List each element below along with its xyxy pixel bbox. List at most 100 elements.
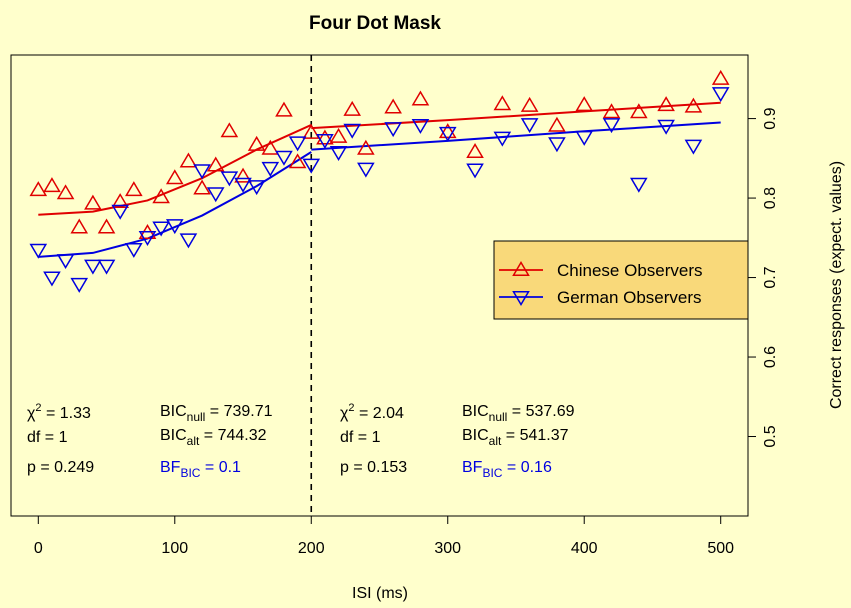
data-point-series-1: [125, 242, 143, 258]
data-point-series-1: [411, 118, 430, 134]
data-point-series-1: [329, 145, 348, 161]
data-point-series-1: [302, 158, 321, 174]
data-point-series-1: [520, 118, 539, 134]
data-point-series-0: [329, 127, 348, 143]
data-point-series-1: [97, 259, 116, 275]
data-point-series-0: [84, 194, 102, 210]
x-tick-label: 300: [434, 540, 461, 557]
data-point-series-1: [165, 219, 184, 235]
y-tick-label: 0.6: [762, 346, 779, 368]
data-point-series-1: [548, 137, 566, 153]
data-point-series-1: [43, 271, 61, 287]
data-point-series-0: [466, 142, 484, 158]
y-tick-label: 0.9: [762, 107, 779, 129]
data-point-series-1: [70, 277, 89, 293]
data-point-series-0: [602, 103, 621, 119]
data-point-series-0: [206, 156, 225, 172]
fit-line-series-0: [38, 124, 312, 216]
data-point-series-0: [493, 95, 512, 111]
bic-null-left: BICnull = 739.71: [160, 403, 273, 424]
data-point-series-1: [261, 161, 280, 177]
fit-line-series-1: [311, 121, 721, 151]
fit-line-series-1: [38, 151, 312, 258]
data-point-series-0: [357, 139, 375, 155]
data-point-series-1: [288, 136, 307, 152]
data-point-series-1: [206, 187, 225, 203]
data-point-series-0: [29, 181, 48, 197]
legend: Chinese Observers German Observers: [493, 240, 749, 320]
data-point-series-0: [70, 218, 89, 234]
data-point-series-1: [247, 180, 266, 196]
data-point-series-0: [575, 96, 594, 112]
bic-alt-left: BICalt = 744.32: [160, 427, 267, 448]
legend-box: [493, 240, 749, 320]
df-right: df = 1: [340, 429, 381, 446]
p-left: p = 0.249: [27, 459, 94, 476]
data-point-series-0: [288, 153, 307, 169]
data-point-series-1: [357, 162, 375, 178]
data-point-series-1: [84, 259, 102, 275]
bic-alt-right: BICalt = 541.37: [462, 427, 569, 448]
y-axis-label: Correct responses (expect. values): [828, 161, 845, 409]
data-point-series-1: [630, 177, 648, 193]
data-point-series-0: [234, 167, 252, 183]
y-tick-label: 0.7: [762, 266, 779, 288]
chi2-left: χ2 = 1.33: [27, 402, 91, 422]
data-points: [29, 69, 730, 293]
p-right: p = 0.153: [340, 459, 407, 476]
df-left: df = 1: [27, 429, 68, 446]
data-point-series-0: [56, 184, 75, 200]
x-tick-label: 100: [161, 540, 188, 557]
x-axis-label: ISI (ms): [352, 585, 408, 602]
data-point-series-1: [657, 119, 675, 135]
data-point-series-0: [220, 122, 239, 138]
data-point-series-0: [275, 101, 293, 117]
data-point-series-0: [152, 188, 170, 204]
data-point-series-1: [575, 130, 594, 146]
data-point-series-1: [684, 139, 703, 155]
data-point-series-1: [56, 254, 75, 270]
x-tick-label: 400: [571, 540, 598, 557]
legend-label-0: Chinese Observers: [557, 261, 703, 280]
data-point-series-0: [165, 169, 184, 185]
data-point-series-1: [193, 164, 211, 180]
data-point-series-0: [261, 139, 280, 155]
data-point-series-1: [234, 177, 252, 193]
y-axis: 0.5 0.6 0.7 0.8 0.9: [747, 107, 779, 448]
data-point-series-0: [125, 181, 143, 197]
data-point-series-0: [302, 123, 321, 139]
data-point-series-0: [520, 96, 539, 112]
data-point-series-0: [548, 116, 566, 132]
data-point-series-1: [316, 134, 334, 150]
data-point-series-0: [97, 218, 116, 234]
x-tick-label: 500: [707, 540, 734, 557]
chart-title: Four Dot Mask: [309, 13, 441, 34]
data-point-series-1: [275, 150, 293, 166]
data-point-series-0: [630, 103, 648, 119]
data-point-series-1: [493, 131, 512, 147]
data-point-series-0: [179, 152, 198, 168]
data-point-series-1: [179, 233, 198, 249]
x-axis: 0 100 200 300 400 500: [34, 515, 734, 557]
x-tick-label: 0: [34, 540, 43, 557]
data-point-series-1: [111, 204, 129, 220]
data-point-series-1: [152, 221, 170, 237]
legend-marker-0: [512, 261, 530, 276]
data-point-series-0: [384, 98, 402, 114]
stats-left: χ2 = 1.33 df = 1 p = 0.249 BICnull = 739…: [27, 402, 273, 480]
data-point-series-1: [138, 231, 157, 246]
legend-marker-1: [512, 291, 530, 306]
legend-label-1: German Observers: [557, 288, 702, 307]
data-point-series-0: [684, 97, 703, 113]
data-point-series-0: [657, 96, 675, 112]
data-point-series-1: [438, 126, 457, 142]
bf-bic-left: BFBIC = 0.1: [160, 459, 241, 480]
stats-right: χ2 = 2.04 df = 1 p = 0.153 BICnull = 537…: [340, 402, 575, 480]
data-point-series-0: [343, 100, 362, 116]
data-point-series-1: [711, 87, 730, 103]
data-point-series-1: [220, 171, 239, 187]
data-point-series-1: [466, 163, 484, 179]
data-point-series-0: [711, 69, 730, 85]
bic-null-right: BICnull = 537.69: [462, 403, 575, 424]
data-point-series-1: [384, 122, 402, 138]
